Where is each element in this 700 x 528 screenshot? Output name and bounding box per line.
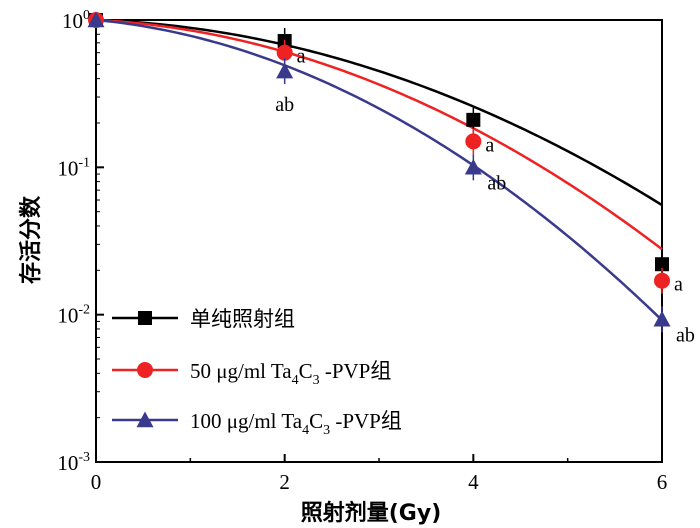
plot-frame bbox=[95, 19, 663, 463]
legend-label-series-2: 50 μg/ml Ta4C3 -PVP组 bbox=[190, 359, 391, 388]
data-point-series-2 bbox=[654, 272, 670, 289]
x-tick-label: 6 bbox=[657, 470, 668, 494]
legend-label-series-1: 单纯照射组 bbox=[190, 307, 295, 331]
legend-marker-series-1 bbox=[138, 311, 152, 325]
x-tick-label: 0 bbox=[91, 470, 102, 494]
data-point-series-1 bbox=[655, 257, 669, 272]
legend-marker-series-2 bbox=[137, 362, 153, 378]
y-tick-label: 10-1 bbox=[57, 155, 90, 180]
fit-curve-series-3 bbox=[95, 18, 663, 322]
data-point-series-3 bbox=[87, 11, 105, 28]
data-point-series-3 bbox=[653, 310, 671, 327]
data-point-series-2 bbox=[276, 44, 293, 61]
fit-curve-series-2 bbox=[95, 18, 663, 251]
significance-label: ab bbox=[487, 172, 506, 194]
data-point-series-3 bbox=[276, 62, 294, 79]
y-tick-label: 10-3 bbox=[57, 450, 90, 475]
data-point-series-3 bbox=[464, 158, 482, 175]
data-point-series-1 bbox=[466, 112, 481, 127]
fit-curve-series-1 bbox=[95, 18, 663, 207]
y-tick-label: 100 bbox=[62, 8, 90, 33]
x-axis-title: 照射剂量(Gy) bbox=[301, 500, 442, 526]
data-point-series-2 bbox=[465, 133, 482, 150]
significance-label: ab bbox=[275, 94, 294, 116]
x-tick-label: 4 bbox=[468, 470, 479, 494]
significance-label: a bbox=[485, 134, 494, 156]
significance-label: ab bbox=[676, 324, 695, 346]
legend: 单纯照射组 50 μg/ml Ta4C3 -PVP组 100 μg/ml Ta4C3… bbox=[112, 307, 402, 438]
fit-curves bbox=[95, 18, 663, 322]
y-axis-title: 存活分数 bbox=[18, 195, 44, 284]
plot-axes: 0 2 4 6 100 10-1 10-2 10-3 bbox=[57, 8, 667, 494]
data-markers bbox=[87, 11, 671, 333]
significance-label: a bbox=[674, 274, 683, 296]
significance-labels: a a a ab ab ab bbox=[275, 46, 695, 347]
legend-marker-series-3 bbox=[136, 411, 154, 428]
legend-label-series-3: 100 μg/ml Ta4C3 -PVP组 bbox=[190, 409, 402, 438]
y-tick-label: 10-2 bbox=[57, 303, 90, 328]
significance-label: a bbox=[297, 46, 306, 68]
x-tick-label: 2 bbox=[279, 470, 290, 494]
